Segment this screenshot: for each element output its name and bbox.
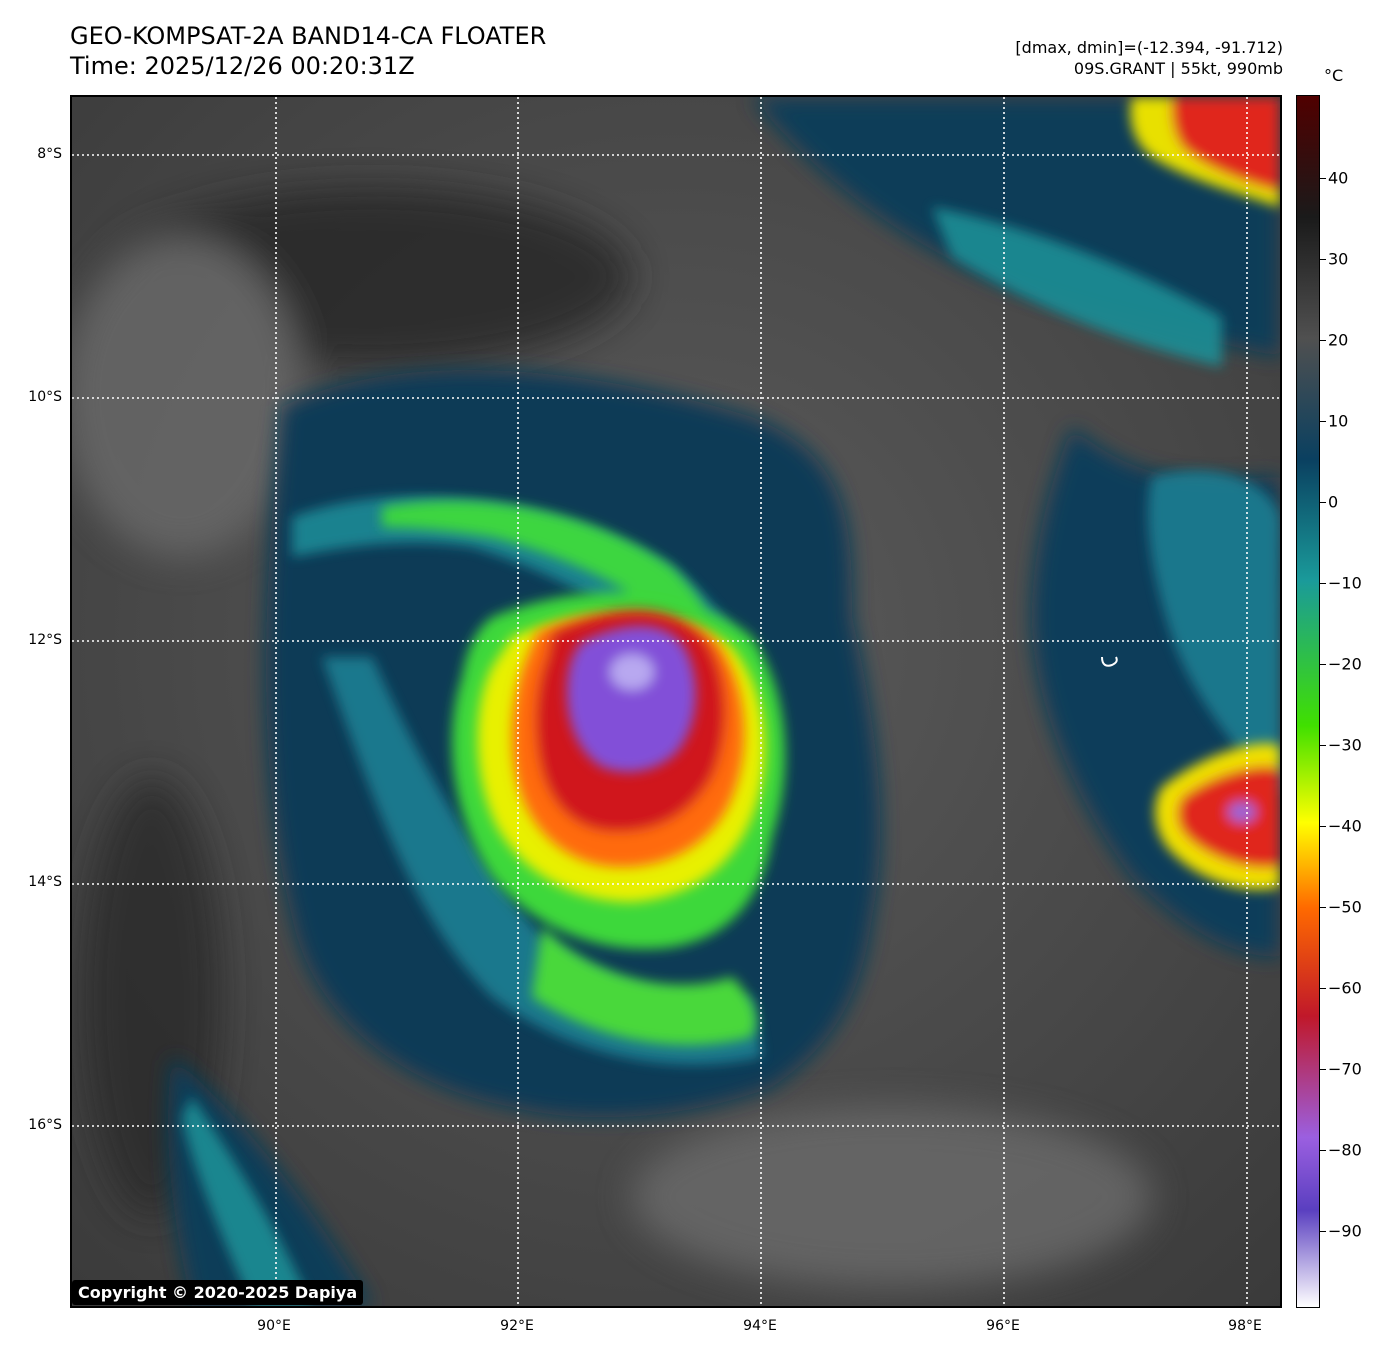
graticule <box>72 97 1280 1306</box>
southeast-cold-top <box>1228 802 1256 822</box>
data-range-label: [dmax, dmin]=(-12.394, -91.712) <box>1015 38 1283 57</box>
satellite-map[interactable] <box>70 95 1282 1308</box>
colorbar-tick <box>1320 1069 1326 1070</box>
lon-label-92e: 92°E <box>500 1318 534 1334</box>
map-timestamp: Time: 2025/12/26 00:20:31Z <box>70 52 415 80</box>
colorbar-tick <box>1320 259 1326 260</box>
satellite-imagery <box>72 97 1280 1306</box>
colorbar-tick-label: 0 <box>1328 492 1339 512</box>
colorbar-tick <box>1320 340 1326 341</box>
colorbar-tick-label: −80 <box>1328 1140 1362 1160</box>
colorbar-tick <box>1320 502 1326 503</box>
colorbar-tick <box>1320 907 1326 908</box>
purple-core <box>567 625 696 772</box>
storm-info-label: 09S.GRANT | 55kt, 990mb <box>1073 59 1283 78</box>
colorbar-tick-label: −40 <box>1328 816 1362 836</box>
colorbar-tick <box>1320 745 1326 746</box>
colorbar-tick-label: 10 <box>1328 411 1349 431</box>
colorbar-tick-label: 40 <box>1328 168 1349 188</box>
colorbar-tick-label: 30 <box>1328 249 1349 269</box>
southeast-convection-core <box>1177 766 1280 868</box>
dark-region <box>632 1107 1152 1287</box>
colorbar-tick <box>1320 1150 1326 1151</box>
temperature-colorbar <box>1296 95 1320 1308</box>
colorbar-tick <box>1320 826 1326 827</box>
colorbar-tick-label: −20 <box>1328 654 1362 674</box>
cloud-band-southwest <box>168 1057 372 1306</box>
colorbar-tick-label: −90 <box>1328 1221 1362 1241</box>
lat-label-12s: 12°S <box>28 632 62 648</box>
colorbar-tick <box>1320 664 1326 665</box>
colorbar-tick <box>1320 1231 1326 1232</box>
lon-label-98e: 98°E <box>1228 1318 1262 1334</box>
green-trailing-band <box>532 927 756 1045</box>
lon-label-94e: 94°E <box>743 1318 777 1334</box>
lon-label-96e: 96°E <box>986 1318 1020 1334</box>
colorbar-tick-label: −30 <box>1328 735 1362 755</box>
colorbar-tick <box>1320 421 1326 422</box>
copyright-notice: Copyright © 2020-2025 Dapiya <box>72 1280 364 1305</box>
colorbar-tick <box>1320 178 1326 179</box>
dark-region <box>72 237 302 557</box>
colorbar-tick-label: −10 <box>1328 573 1362 593</box>
lat-label-16s: 16°S <box>28 1117 62 1133</box>
colorbar-tick <box>1320 988 1326 989</box>
coldest-tops <box>610 654 654 690</box>
lon-label-90e: 90°E <box>257 1318 291 1334</box>
teal-band-southwest <box>182 1097 312 1306</box>
northeast-convection-core <box>1171 97 1280 192</box>
colorbar-unit: °C <box>1324 66 1344 85</box>
colorbar-tick <box>1320 583 1326 584</box>
lat-label-10s: 10°S <box>28 389 62 405</box>
map-title: GEO-KOMPSAT-2A BAND14-CA FLOATER <box>70 22 547 50</box>
lat-label-8s: 8°S <box>37 146 62 162</box>
colorbar-tick-label: −60 <box>1328 978 1362 998</box>
lat-label-14s: 14°S <box>28 874 62 890</box>
island-outline <box>1101 656 1118 667</box>
colorbar-tick-label: −50 <box>1328 897 1362 917</box>
colorbar-tick-label: −70 <box>1328 1059 1362 1079</box>
colorbar-tick-label: 20 <box>1328 330 1349 350</box>
